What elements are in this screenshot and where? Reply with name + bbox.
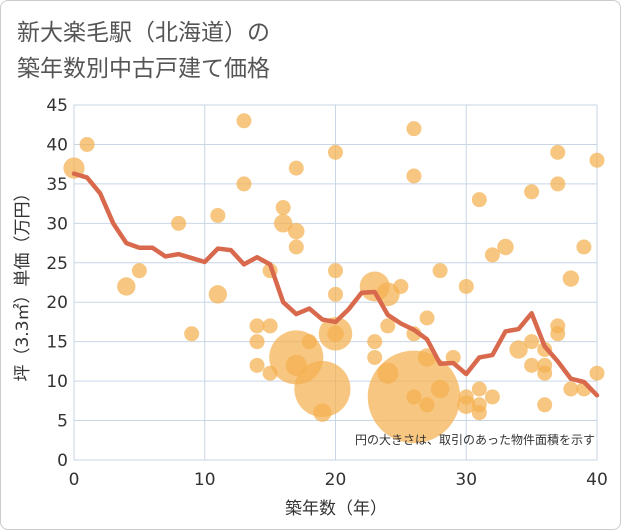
bubble bbox=[497, 238, 514, 256]
bubble bbox=[275, 200, 291, 216]
bubble bbox=[131, 263, 147, 279]
bubble bbox=[484, 247, 500, 263]
bubble bbox=[458, 278, 474, 294]
bubbles bbox=[63, 113, 605, 444]
bubble bbox=[537, 365, 553, 381]
bubble bbox=[524, 357, 540, 373]
size-note: 円の大きさは、取引のあった物件面積を示す bbox=[355, 432, 595, 447]
chart-title: 新大楽毛駅（北海道）の 築年数別中古戸建て価格 bbox=[17, 20, 270, 82]
bubble bbox=[484, 389, 500, 405]
bubble bbox=[294, 360, 351, 418]
bubble bbox=[589, 152, 605, 168]
x-tick-label: 20 bbox=[325, 470, 347, 490]
bubble bbox=[208, 285, 228, 304]
bubble bbox=[562, 270, 580, 287]
bubble bbox=[171, 215, 187, 231]
bubble bbox=[509, 340, 528, 359]
bubble bbox=[328, 263, 343, 279]
bubble bbox=[327, 325, 344, 342]
bubble bbox=[274, 214, 293, 233]
y-tick-label: 5 bbox=[57, 412, 68, 432]
bubble bbox=[457, 395, 476, 414]
y-tick-label: 30 bbox=[46, 214, 68, 234]
bubble bbox=[589, 365, 605, 381]
bubble bbox=[406, 168, 422, 184]
bubble bbox=[184, 326, 200, 342]
bubble bbox=[471, 192, 487, 208]
x-tick-label: 40 bbox=[586, 470, 608, 490]
bubble bbox=[576, 239, 592, 255]
y-axis-label: 坪（3.3㎡）単価（万円） bbox=[13, 184, 33, 381]
bubble bbox=[524, 184, 540, 200]
bubble bbox=[471, 381, 487, 397]
y-tick-label: 20 bbox=[46, 293, 68, 313]
bubble bbox=[432, 263, 448, 279]
x-tick-label: 0 bbox=[69, 470, 80, 490]
y-tick-label: 0 bbox=[57, 451, 68, 471]
bubble bbox=[210, 207, 226, 223]
bubble bbox=[380, 318, 396, 334]
bubble bbox=[367, 349, 383, 365]
y-tick-label: 35 bbox=[46, 175, 68, 195]
trend-line bbox=[71, 171, 600, 398]
bubble bbox=[524, 334, 540, 350]
trend-line-group bbox=[71, 171, 600, 398]
bubble bbox=[236, 113, 252, 129]
bubble bbox=[249, 357, 265, 373]
bubble bbox=[417, 348, 437, 367]
x-tick-label: 10 bbox=[194, 470, 216, 490]
bubble bbox=[301, 334, 317, 350]
bubble bbox=[328, 144, 343, 160]
y-tick-label: 45 bbox=[46, 96, 68, 116]
bubble bbox=[328, 286, 343, 302]
bubble bbox=[313, 403, 332, 422]
bubble bbox=[430, 379, 450, 399]
bubble bbox=[471, 397, 487, 413]
bubble bbox=[249, 318, 265, 334]
bubble bbox=[117, 277, 136, 296]
bubble bbox=[79, 136, 95, 152]
bubble bbox=[288, 160, 304, 176]
y-tick-label: 25 bbox=[46, 254, 68, 274]
y-tick-label: 10 bbox=[46, 372, 68, 392]
bubble bbox=[563, 381, 579, 397]
bubble bbox=[406, 389, 422, 405]
bubble bbox=[419, 397, 435, 413]
bubble bbox=[393, 278, 409, 294]
x-tick-label: 30 bbox=[455, 470, 477, 490]
bubble bbox=[550, 176, 566, 192]
bubble bbox=[550, 144, 566, 160]
bubble bbox=[550, 326, 566, 342]
bubble bbox=[236, 176, 252, 192]
bubble bbox=[537, 397, 553, 413]
bubble bbox=[406, 121, 422, 137]
bubble bbox=[249, 334, 265, 350]
x-axis-label: 築年数（年） bbox=[285, 499, 387, 519]
y-tick-label: 15 bbox=[46, 333, 68, 353]
bubble bbox=[262, 318, 278, 334]
y-tick-label: 40 bbox=[46, 135, 68, 155]
grid bbox=[73, 104, 598, 461]
bubble bbox=[367, 334, 383, 350]
bubble bbox=[288, 239, 304, 255]
bubble bbox=[288, 223, 305, 240]
tick-labels: 0 5 10 15 20 25 30 35 40 45 0 10 20 30 40 bbox=[46, 96, 607, 490]
bubble bbox=[419, 310, 435, 326]
